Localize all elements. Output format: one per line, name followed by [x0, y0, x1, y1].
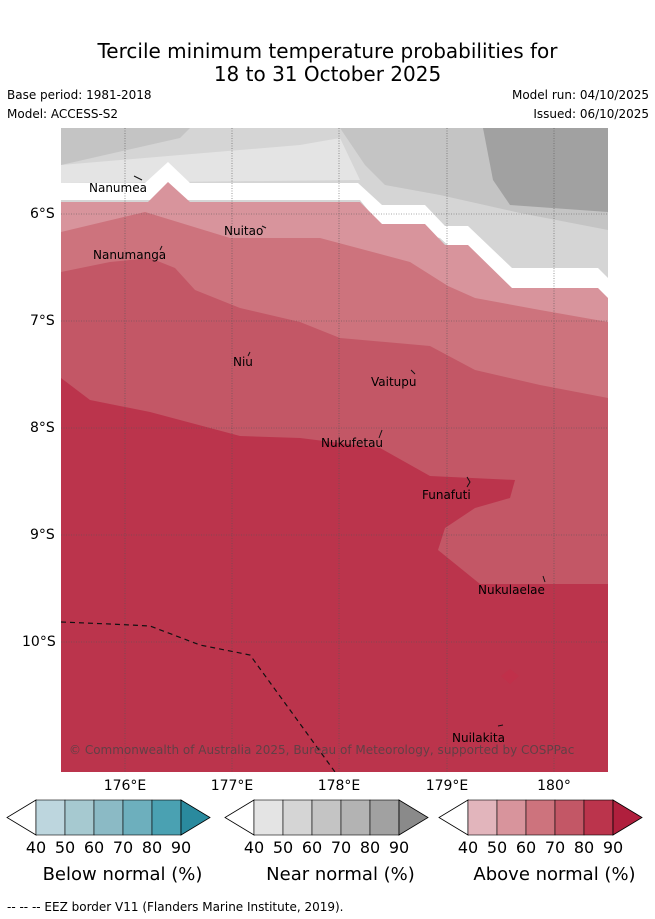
- colorbar-tick-label: 50: [486, 838, 508, 857]
- model-run: Model run: 04/10/2025: [511, 88, 649, 102]
- colorbar-swatch: [554, 799, 585, 836]
- eez-border: [61, 621, 336, 772]
- place-label: Nukulaelae: [478, 583, 545, 597]
- issued-date: Issued: 06/10/2025: [533, 107, 649, 121]
- place-label: Vaitupu: [371, 375, 417, 389]
- lat-label: 10°S: [22, 634, 56, 650]
- colorbar-tick-label: 80: [141, 838, 163, 857]
- island-shape: [410, 369, 416, 375]
- colorbar-min-arrow: [6, 799, 37, 836]
- colorbar-tick-label: 70: [544, 838, 566, 857]
- lat-label: 8°S: [30, 420, 55, 436]
- lat-label: 7°S: [30, 313, 55, 329]
- eez-legend-note: -- -- -- EEZ border V11 (Flanders Marine…: [7, 900, 344, 914]
- colorbar-max-arrow: [180, 799, 211, 836]
- above-normal-patch: [501, 669, 519, 684]
- island-shape: [378, 429, 383, 439]
- island-shape: [497, 724, 504, 727]
- lat-label: 9°S: [30, 527, 55, 543]
- colorbar-swatch: [340, 799, 371, 836]
- colorbar-swatch: [467, 799, 498, 836]
- colorbar-swatch: [282, 799, 313, 836]
- place-label: Niu: [233, 355, 253, 369]
- colorbar-swatch: [151, 799, 182, 836]
- colorbar-min-arrow: [224, 799, 255, 836]
- colorbar-title: Above normal (%): [473, 864, 636, 885]
- lon-label: 180°: [537, 778, 571, 794]
- colorbar-tick-label: 50: [272, 838, 294, 857]
- colorbar-swatch: [64, 799, 95, 836]
- island-shape: [261, 225, 267, 229]
- place-label: Nuitao: [224, 224, 263, 238]
- island-shape: [542, 575, 546, 583]
- title-line-2: 18 to 31 October 2025: [213, 62, 442, 86]
- near-normal-region: [61, 128, 190, 165]
- title-line-1: Tercile minimum temperature probabilitie…: [97, 39, 558, 63]
- island-shape: [133, 175, 143, 181]
- colorbar-tick-label: 70: [112, 838, 134, 857]
- colorbar-tick-label: 90: [602, 838, 624, 857]
- place-label: Funafuti: [422, 488, 471, 502]
- colorbar-swatch: [525, 799, 556, 836]
- lat-label: 6°S: [30, 206, 55, 222]
- place-label: Nanumea: [89, 181, 147, 195]
- colorbar-swatch: [253, 799, 284, 836]
- colorbar-tick-label: 90: [388, 838, 410, 857]
- colorbar-tick-label: 60: [301, 838, 323, 857]
- lon-label: 176°E: [103, 778, 147, 794]
- colorbar-tick-label: 60: [83, 838, 105, 857]
- colorbar-tick-label: 40: [25, 838, 47, 857]
- colorbar-tick-label: 50: [54, 838, 76, 857]
- island-shape: [159, 245, 163, 251]
- colorbar-tick-label: 40: [457, 838, 479, 857]
- near-normal-region: [483, 128, 608, 212]
- colorbar-tick-label: 90: [170, 838, 192, 857]
- place-label: Nukufetau: [321, 436, 383, 450]
- place-label: Nanumanga: [93, 248, 166, 262]
- colorbar-max-arrow: [398, 799, 429, 836]
- colorbar-swatch: [93, 799, 124, 836]
- model-name: Model: ACCESS-S2: [7, 107, 119, 121]
- colorbar-swatch: [496, 799, 527, 836]
- lon-label: 177°E: [210, 778, 254, 794]
- colorbar-tick-label: 80: [359, 838, 381, 857]
- colorbar-title: Below normal (%): [42, 864, 203, 885]
- colorbar-tick-label: 40: [243, 838, 265, 857]
- colorbar-tick-label: 60: [515, 838, 537, 857]
- lon-label: 179°E: [425, 778, 469, 794]
- colorbar-swatch: [369, 799, 400, 836]
- place-label: Nuilakita: [452, 731, 505, 745]
- map-title: Tercile minimum temperature probabilitie…: [0, 40, 655, 86]
- colorbar-swatch: [35, 799, 66, 836]
- colorbar-min-arrow: [438, 799, 469, 836]
- colorbar-swatch: [122, 799, 153, 836]
- lon-label: 178°E: [317, 778, 361, 794]
- colorbar-max-arrow: [612, 799, 643, 836]
- near-normal-region: [61, 138, 360, 183]
- colorbar-swatch: [583, 799, 614, 836]
- island-shape: [466, 476, 471, 488]
- island-shape: [247, 351, 251, 357]
- colorbar-tick-label: 80: [573, 838, 595, 857]
- above-normal-70-region: [61, 378, 608, 772]
- copyright-notice: © Commonwealth of Australia 2025, Bureau…: [69, 743, 574, 757]
- colorbar-title: Near normal (%): [266, 864, 415, 885]
- base-period: Base period: 1981-2018: [7, 88, 152, 102]
- colorbar-swatch: [311, 799, 342, 836]
- colorbar-tick-label: 70: [330, 838, 352, 857]
